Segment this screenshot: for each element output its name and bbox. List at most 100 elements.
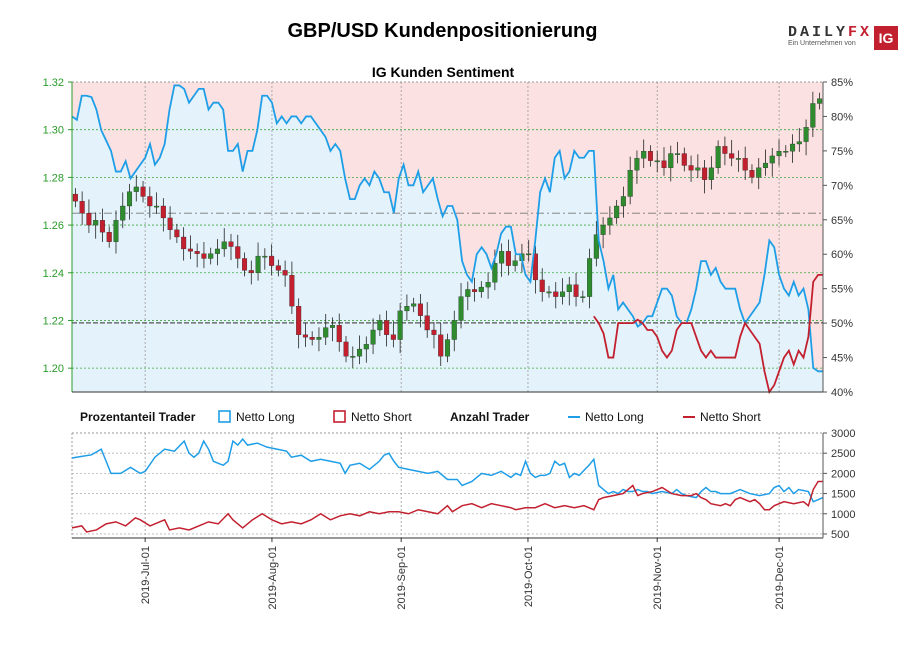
price-candle [140,186,146,197]
price-candle [221,241,227,250]
price-candle [323,327,329,338]
price-candle [742,158,748,171]
pct-tick-label: 80% [831,111,853,123]
price-candle [194,251,200,254]
chart-main-title: GBP/USD Kundenpositionierung [287,20,598,42]
price-candle [377,320,383,331]
price-candle [113,220,119,242]
net-long-count-line [71,437,824,503]
price-candle [607,217,613,226]
count-tick-label: 2000 [831,468,855,480]
price-candle [769,155,775,164]
pct-tick-label: 60% [831,249,853,261]
price-candle [174,229,180,238]
price-candle [675,153,681,155]
price-candle [79,201,85,214]
legend-pct-long-label: Netto Long [236,410,295,424]
price-candle [269,255,275,266]
count-tick-label: 1500 [831,489,855,501]
price-tick-label: 1.24 [43,268,64,280]
price-candle [526,253,532,256]
price-candle [492,263,498,283]
price-tick-label: 1.26 [43,220,64,232]
price-candle [749,170,755,178]
price-candle [72,193,78,202]
price-candle [208,253,214,259]
dailyfx-logo: DAILYFX Ein Unternehmen von IG [788,24,898,50]
price-candle [390,334,396,340]
price-candle [357,348,363,357]
price-candle [343,341,349,357]
count-tick-label: 500 [831,529,849,541]
price-candle [641,151,647,159]
price-candle [762,162,769,168]
net-long-sentiment-line [71,84,823,373]
price-candle [242,258,248,271]
price-candle [262,255,268,258]
price-candle [539,279,545,292]
price-candle [309,337,315,340]
price-candle [593,234,599,259]
price-candle [302,334,308,338]
legend-count-header: Anzahl Trader [450,410,530,424]
price-candle [181,236,187,250]
price-candle [627,170,633,197]
count-tick-label: 2500 [831,448,855,460]
price-candle [167,217,173,230]
price-tick-label: 1.28 [43,172,64,184]
long-sentiment-area [72,85,823,392]
price-candle [255,255,261,273]
price-candle [756,167,762,178]
price-candle [803,127,809,142]
date-tick-label: 2019-Jul-01 [140,546,152,604]
price-candle [817,98,823,104]
price-candle [472,289,478,292]
legend-count-short-label: Netto Short [700,410,761,424]
price-candle [776,151,782,157]
price-candle [702,167,708,180]
price-candle [235,246,241,259]
legend-pct-short-label: Netto Short [351,410,412,424]
price-tick-label: 1.30 [43,125,64,137]
price-candle [505,251,511,266]
pct-tick-label: 75% [831,146,853,158]
price-candle [688,165,694,171]
price-candle [532,253,538,281]
count-tick-label: 3000 [831,428,855,440]
price-candle [384,320,390,335]
price-candle [458,296,464,321]
legend-pct-short-swatch [333,410,346,423]
date-tick-label: 2019-Nov-01 [652,546,664,610]
legend-count-long-label: Netto Long [585,410,644,424]
price-candle [147,196,153,207]
price-candle [451,320,457,340]
date-tick-label: 2019-Aug-01 [267,546,279,610]
price-candle [654,160,660,163]
legend-pct-header: Prozentanteil Trader [80,410,196,424]
price-candle [708,167,714,180]
price-candle [681,153,687,166]
price-candle [553,291,559,297]
price-candle [546,291,552,294]
pct-tick-label: 40% [831,387,853,399]
count-tick-label: 1000 [831,509,855,521]
price-candle [796,141,802,145]
price-candle [99,220,105,233]
price-candle [126,191,133,207]
price-candle [465,289,471,297]
price-candle [363,344,369,350]
price-tick-label: 1.20 [43,363,64,375]
price-candle [411,303,417,307]
price-candle [316,337,322,340]
price-candle [133,186,139,192]
price-candle [614,205,620,219]
price-candle [228,241,234,247]
net-short-count-line [71,480,823,533]
price-candle [282,270,288,276]
price-candle [214,248,220,254]
price-candle [580,296,586,298]
price-candle [810,103,816,128]
price-candle [336,325,342,343]
price-candle [485,282,491,288]
